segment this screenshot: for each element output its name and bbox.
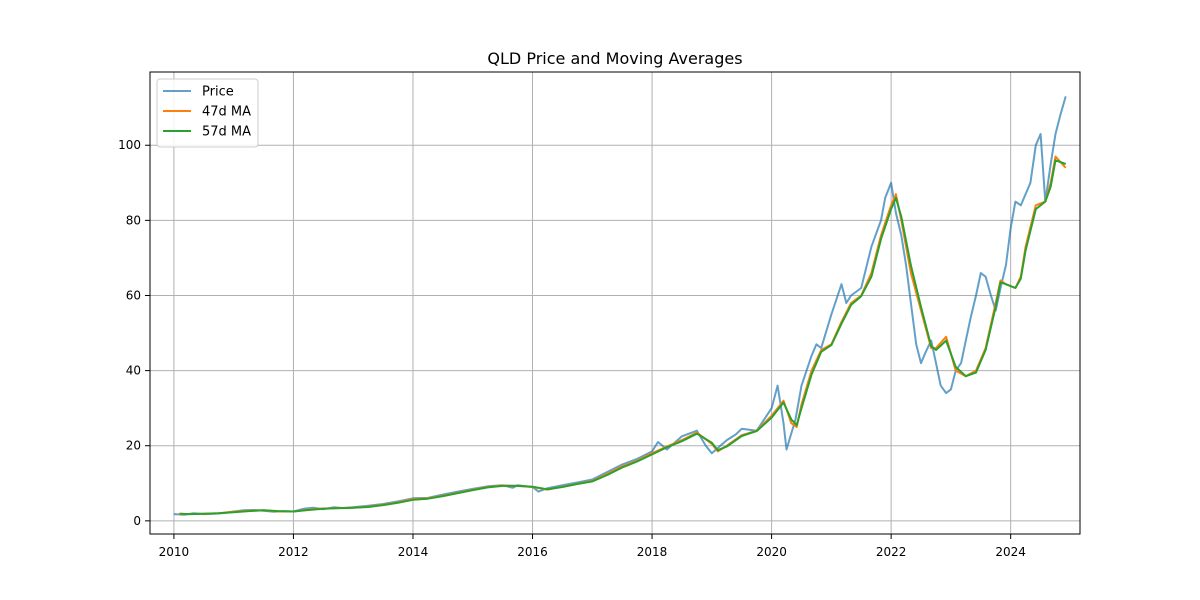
- legend: Price 47d MA 57d MA: [156, 78, 259, 148]
- x-tick-label: 2016: [517, 545, 548, 559]
- x-axis-ticks: 2010 2012 2014 2016 2018 2020 2022 2024: [159, 534, 1026, 559]
- y-tick-label: 80: [126, 213, 141, 227]
- x-tick-label: 2018: [637, 545, 668, 559]
- series-line-57d-ma: [179, 159, 1067, 516]
- x-tick-label: 2022: [876, 545, 907, 559]
- plot-area-frame: [149, 71, 1081, 535]
- y-tick-label: 40: [126, 364, 141, 378]
- x-tick-label: 2012: [278, 545, 309, 559]
- y-tick-label: 0: [133, 514, 141, 528]
- series-line-price: [173, 96, 1067, 516]
- y-axis-ticks: 0 20 40 60 80 100: [118, 138, 150, 528]
- chart-title: QLD Price and Moving Averages: [487, 49, 742, 68]
- x-tick-label: 2014: [398, 545, 429, 559]
- legend-label-price: Price: [202, 85, 234, 100]
- y-tick-label: 100: [118, 138, 141, 152]
- y-tick-label: 60: [126, 288, 141, 302]
- x-tick-label: 2010: [159, 545, 190, 559]
- series-line-47d-ma: [178, 155, 1067, 516]
- legend-label-47d-ma: 47d MA: [202, 105, 251, 120]
- x-tick-label: 2020: [756, 545, 787, 559]
- y-tick-label: 20: [126, 439, 141, 453]
- series-lines: [173, 96, 1067, 516]
- gridlines: [150, 72, 1080, 534]
- legend-label-57d-ma: 57d MA: [202, 125, 251, 140]
- x-tick-label: 2024: [995, 545, 1026, 559]
